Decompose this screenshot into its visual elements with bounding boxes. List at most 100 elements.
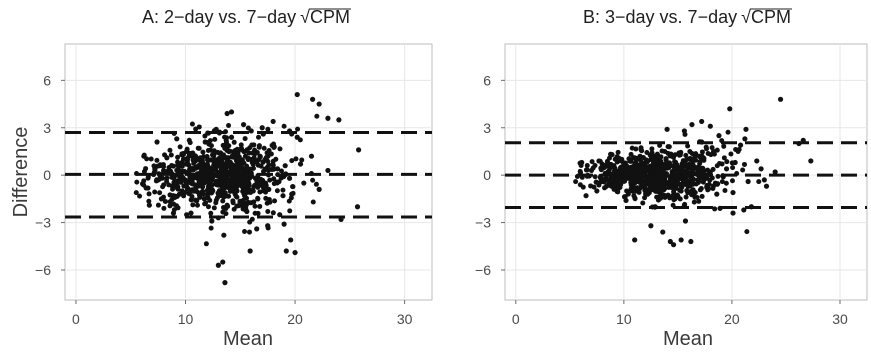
point-highlight-2-3 [660, 229, 666, 235]
point-cloud-1-612 [200, 177, 206, 183]
point-cloud-1-757 [222, 134, 228, 140]
point-cloud-1-431 [184, 212, 190, 218]
point-cloud-1-614 [223, 160, 229, 166]
point-cloud-2-483 [579, 174, 585, 180]
point-cloud-2-459 [730, 165, 736, 171]
point-cloud-2-547 [651, 155, 657, 161]
point-cloud-2-691 [715, 181, 721, 187]
point-cloud-2-640 [701, 178, 707, 184]
point-cloud-1-699 [193, 185, 199, 191]
point-highlight-1-22 [215, 262, 221, 268]
point-cloud-1-355 [205, 157, 211, 163]
point-1-33 [308, 153, 315, 159]
point-cloud-1-606 [250, 161, 256, 167]
point-highlight-1-15 [309, 96, 316, 102]
point-cloud-1-755 [237, 199, 243, 205]
point-cloud-1-359 [155, 163, 161, 169]
point-highlight-2-9 [664, 126, 670, 132]
point-cloud-1-585 [172, 173, 178, 179]
point-cloud-1-223 [145, 185, 151, 191]
point-cloud-1-703 [185, 155, 191, 161]
point-cloud-1-550 [205, 184, 211, 190]
point-highlight-1-7 [248, 128, 254, 134]
point-highlight-1-13 [286, 128, 293, 134]
point-cloud-2-427 [604, 158, 610, 164]
point-cloud-2-447 [632, 155, 638, 161]
point-1-47 [286, 175, 293, 181]
point-cloud-1-237 [265, 159, 271, 165]
point-cloud-1-524 [167, 199, 173, 205]
point-cloud-2-716 [651, 177, 657, 183]
point-highlight-2-8 [688, 238, 694, 245]
point-cloud-2-753 [660, 167, 666, 173]
point-cloud-2-731 [704, 184, 710, 190]
points-2 [573, 96, 814, 248]
point-cloud-2-465 [592, 162, 598, 168]
point-cloud-1-600 [180, 151, 186, 157]
point-cloud-2-512 [578, 170, 584, 176]
x-axis-label-2: Mean [663, 328, 713, 349]
point-cloud-2-458 [695, 179, 701, 185]
point-cloud-2-39 [696, 198, 702, 204]
point-cloud-1-556 [263, 195, 269, 201]
point-highlight-2-21 [777, 96, 784, 102]
point-cloud-2-397 [728, 151, 734, 157]
point-cloud-1-750 [161, 205, 167, 211]
point-cloud-1-709 [248, 189, 254, 195]
point-cloud-2-381 [683, 152, 689, 158]
point-cloud-1-327 [249, 142, 255, 148]
y-tick-label-2-1: −6 [475, 262, 491, 278]
point-cloud-2-376 [574, 174, 580, 180]
point-cloud-2-722 [657, 177, 663, 183]
point-cloud-1-317 [211, 205, 217, 211]
point-cloud-2-686 [640, 171, 646, 177]
point-cloud-2-755 [701, 172, 707, 178]
point-cloud-2-466 [699, 149, 705, 155]
panel-title-2: B: 3−day vs. 7−day √CPM [583, 7, 791, 27]
point-cloud-1-81 [257, 189, 263, 195]
point-cloud-2-278 [722, 188, 728, 194]
point-cloud-1-694 [245, 157, 251, 163]
point-2-51 [714, 191, 720, 197]
point-cloud-2-754 [628, 158, 634, 164]
point-cloud-2-756 [628, 172, 634, 178]
point-cloud-1-743 [233, 189, 239, 195]
point-cloud-1-321 [242, 136, 248, 142]
point-2-31 [737, 142, 744, 148]
point-highlight-2-20 [761, 177, 767, 183]
point-cloud-2-268 [640, 200, 646, 206]
point-cloud-2-542 [632, 160, 638, 166]
point-cloud-2-675 [617, 174, 623, 180]
point-cloud-1-383 [157, 176, 163, 182]
point-cloud-1-482 [157, 190, 163, 196]
point-1-28 [277, 212, 283, 218]
point-1-32 [301, 180, 307, 186]
point-cloud-2-179 [591, 184, 597, 190]
point-cloud-2-118 [715, 173, 721, 179]
point-highlight-1-25 [247, 248, 253, 254]
point-cloud-1-465 [244, 180, 250, 186]
point-highlight-1-20 [354, 204, 361, 210]
point-cloud-1-747 [216, 163, 222, 169]
point-cloud-1-343 [281, 123, 287, 129]
point-1-48 [297, 161, 304, 167]
point-cloud-1-178 [161, 194, 167, 200]
x-axis-label-1: Mean [223, 328, 273, 349]
point-2-32 [745, 178, 751, 185]
point-cloud-1-660 [205, 130, 211, 136]
x-tick-label-2-2: 10 [616, 311, 632, 327]
point-cloud-1-572 [208, 143, 214, 149]
point-highlight-2-22 [796, 140, 802, 147]
point-cloud-1-23 [190, 202, 196, 208]
point-cloud-2-751 [618, 164, 624, 170]
shared-y-axis-label: Difference [10, 127, 32, 218]
point-cloud-1-639 [272, 198, 278, 204]
point-cloud-1-659 [256, 181, 262, 187]
point-cloud-2-690 [699, 153, 705, 159]
point-cloud-1-741 [222, 145, 228, 151]
point-cloud-2-702 [646, 168, 652, 174]
point-cloud-1-210 [265, 172, 271, 178]
point-cloud-1-679 [234, 146, 240, 152]
point-highlight-2-6 [678, 237, 684, 243]
point-cloud-2-747 [601, 162, 607, 168]
